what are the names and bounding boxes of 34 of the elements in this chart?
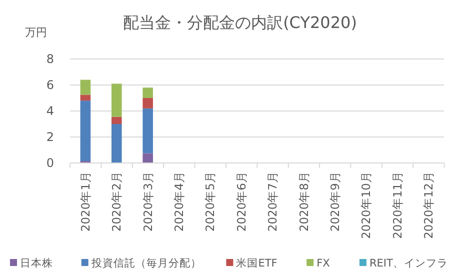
bar	[111, 124, 122, 163]
legend-label: REIT、インフラ	[369, 258, 448, 270]
legend-label: 日本株	[20, 256, 53, 270]
bar	[80, 80, 91, 95]
x-tick-label: 2020年11月	[390, 171, 404, 239]
chart-title: 配当金・分配金の内訳(CY2020)	[123, 13, 357, 32]
x-tick-label: 2020年7月	[266, 171, 280, 232]
y-tick-label: 0	[46, 156, 54, 170]
x-tick-label: 2020年10月	[359, 171, 374, 239]
bar	[142, 153, 153, 163]
x-tick-label: 2020年8月	[296, 171, 311, 232]
x-tick-label: 2020年3月	[140, 171, 155, 232]
legend-label: 米国ETF	[236, 256, 278, 270]
y-tick-label: 8	[46, 52, 54, 66]
bar	[142, 108, 153, 154]
bar	[142, 88, 153, 98]
x-tick-label: 2020年1月	[78, 171, 92, 232]
y-axis-title: 万円	[25, 26, 47, 39]
bar	[111, 116, 122, 124]
bar	[80, 100, 91, 162]
bar	[111, 84, 122, 117]
x-tick-label: 2020年2月	[110, 171, 124, 232]
x-tick-label: 2020年12月	[422, 171, 436, 239]
x-tick-label: 2020年5月	[203, 171, 218, 232]
x-tick-label: 2020年6月	[234, 171, 248, 232]
bar	[142, 98, 153, 108]
bar	[80, 94, 91, 101]
y-tick-label: 6	[46, 78, 54, 92]
x-tick-label: 2020年9月	[328, 171, 342, 232]
y-tick-label: 4	[46, 104, 54, 118]
x-tick-label: 2020年4月	[172, 171, 186, 232]
legend-label: FX	[316, 258, 330, 270]
legend-label: 投資信託（毎月分配）	[90, 256, 202, 270]
y-tick-label: 2	[46, 130, 54, 144]
